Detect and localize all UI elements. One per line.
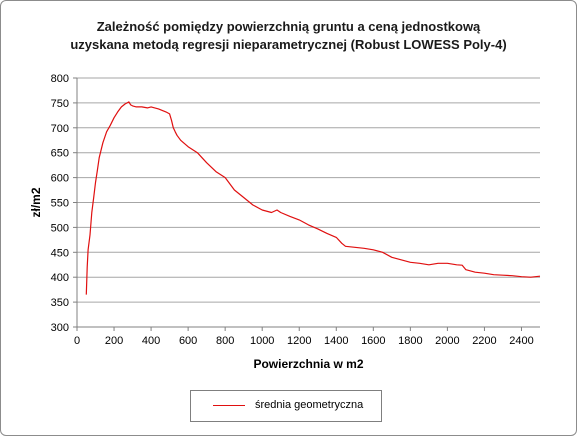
- y-tick-label: 800: [51, 73, 69, 85]
- legend-label: średnia geometryczna: [255, 399, 364, 411]
- x-tick-label: 600: [179, 335, 197, 347]
- y-tick-label: 600: [51, 173, 69, 185]
- x-tick-label: 1400: [324, 335, 348, 347]
- x-tick-label: 2000: [435, 335, 459, 347]
- chart-title-line-2: uzyskana metodą regresji nieparametryczn…: [70, 37, 507, 52]
- x-tick-label: 2200: [472, 335, 496, 347]
- y-tick-label: 300: [51, 322, 69, 334]
- y-tick-label: 750: [51, 98, 69, 110]
- y-axis-label: zł/m2: [29, 187, 43, 217]
- y-tick-label: 550: [51, 198, 69, 210]
- x-tick-label: 2400: [509, 335, 533, 347]
- x-tick-label: 400: [142, 335, 160, 347]
- y-tick-label: 350: [51, 297, 69, 309]
- x-tick-label: 200: [105, 335, 123, 347]
- legend-line-swatch: [213, 405, 245, 406]
- y-tick-label: 400: [51, 272, 69, 284]
- x-tick-label: 800: [216, 335, 234, 347]
- x-tick-label: 1000: [250, 335, 274, 347]
- y-tick-label: 700: [51, 123, 69, 135]
- chart-title-line-1: Zależność pomiędzy powierzchnią gruntu a…: [96, 19, 481, 34]
- series-line-0: [85, 101, 541, 295]
- x-axis-label: Powierzchnia w m2: [253, 357, 363, 371]
- legend: średnia geometryczna: [190, 390, 382, 422]
- x-tick-label: 1200: [287, 335, 311, 347]
- chart-title: Zależność pomiędzy powierzchnią gruntu a…: [0, 18, 577, 54]
- x-tick-label: 0: [74, 335, 80, 347]
- y-tick-label: 450: [51, 247, 69, 259]
- y-tick-label: 650: [51, 148, 69, 160]
- x-tick-label: 1600: [361, 335, 385, 347]
- y-tick-label: 500: [51, 222, 69, 234]
- x-tick-label: 1800: [398, 335, 422, 347]
